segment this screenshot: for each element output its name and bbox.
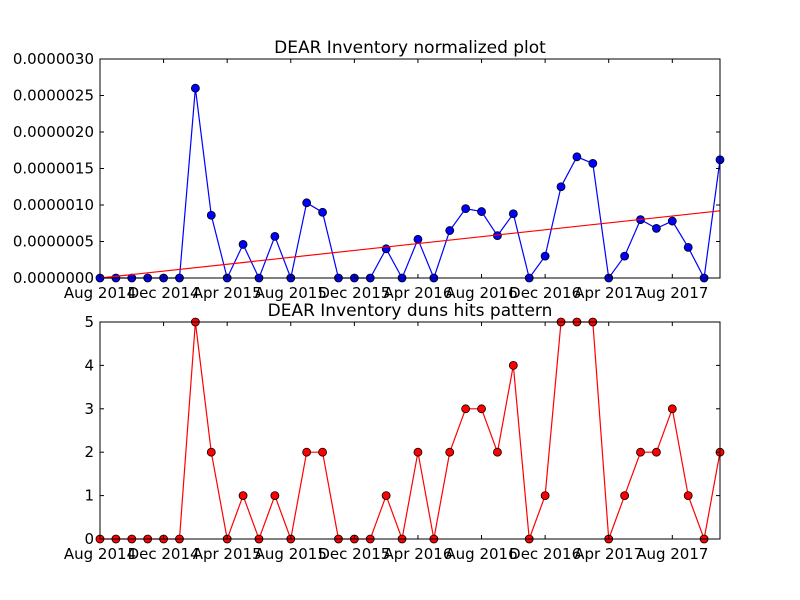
y-tick-label: 5 (84, 313, 94, 331)
data-point (683, 242, 693, 252)
y-tick-label: 0.0000015 (13, 160, 94, 178)
x-tick-label: Apr 2015 (193, 284, 262, 302)
data-point (318, 447, 327, 457)
chart-title: DEAR Inventory normalized plot (274, 38, 546, 58)
x-tick-label: Aug 2017 (636, 284, 708, 302)
data-point (206, 447, 216, 457)
data-point (381, 244, 391, 254)
data-point (302, 447, 312, 457)
chart-normalized-plot: DEAR Inventory normalized plot 0.0000000 0… (13, 38, 725, 302)
data-point (461, 204, 471, 214)
data-point (477, 207, 486, 216)
x-tick-label: Aug 2014 (64, 284, 136, 302)
x-tick-label: Aug 2015 (255, 284, 327, 302)
data-point (620, 251, 630, 261)
y-tick-label: 0.0000025 (13, 87, 94, 105)
data-point (540, 491, 550, 501)
data-point (270, 491, 280, 501)
data-point (381, 491, 391, 501)
y-tick-label: 0.0000020 (13, 123, 94, 141)
y-tick-label: 0 (84, 530, 94, 548)
series-line (100, 88, 721, 281)
x-tick-label: Dec 2014 (128, 545, 200, 563)
y-tick-label: 4 (84, 356, 94, 374)
y-tick-label: 1 (84, 487, 94, 505)
data-point (636, 447, 645, 457)
x-tick-label: Aug 2016 (445, 284, 517, 302)
data-point (461, 404, 471, 414)
x-tick-label: Apr 2016 (383, 284, 452, 302)
data-point (683, 491, 693, 501)
data-point (238, 240, 248, 249)
data-point (556, 182, 566, 192)
x-tick-label: Aug 2016 (445, 545, 517, 563)
x-tick-label: Aug 2017 (636, 545, 708, 563)
data-point (477, 404, 486, 414)
x-tick-label: Dec 2016 (509, 284, 581, 302)
chart-title: DEAR Inventory duns hits pattern (268, 301, 553, 321)
data-point (572, 152, 582, 162)
x-tick-label: Aug 2015 (255, 545, 327, 563)
data-point (445, 226, 455, 235)
x-tick-label: Apr 2016 (383, 545, 452, 563)
data-point (445, 447, 455, 457)
series-line (100, 321, 721, 542)
data-point (493, 447, 502, 457)
data-point (652, 223, 661, 233)
x-tick-label: Apr 2017 (574, 284, 643, 302)
x-tick-label: Dec 2014 (128, 284, 200, 302)
data-point (667, 404, 677, 414)
data-point (508, 209, 518, 219)
data-point (588, 158, 598, 168)
data-point (508, 360, 518, 370)
data-point (652, 447, 661, 457)
x-tick-label: Dec 2016 (509, 545, 581, 563)
x-tick-label: Apr 2017 (574, 545, 643, 563)
data-point (413, 447, 423, 457)
data-point (270, 231, 280, 241)
data-point (190, 83, 200, 93)
y-tick-label: 0.0000010 (13, 196, 94, 214)
data-point (206, 210, 216, 220)
x-tick-label: Dec 2015 (318, 284, 390, 302)
chart-duns-hits: DEAR Inventory duns hits pattern 0 1 2 3 4 5 Au… (64, 301, 725, 563)
y-tick-label: 0.0000030 (13, 50, 94, 68)
x-tick-label: Aug 2014 (64, 545, 136, 563)
data-point (667, 216, 677, 226)
data-point (302, 198, 312, 208)
y-tick-label: 2 (84, 443, 94, 461)
trend-line (99, 210, 721, 279)
y-tick-label: 3 (84, 400, 94, 418)
y-tick-label: 0.0000000 (13, 269, 94, 287)
data-point (620, 491, 630, 501)
data-point (413, 234, 423, 244)
data-point (238, 491, 248, 501)
data-point (540, 251, 550, 261)
x-tick-label: Apr 2015 (193, 545, 262, 563)
data-point (318, 207, 327, 217)
plot-area-frame (99, 321, 721, 540)
y-tick-label: 0.0000005 (13, 233, 94, 251)
x-tick-label: Dec 2015 (318, 545, 390, 563)
